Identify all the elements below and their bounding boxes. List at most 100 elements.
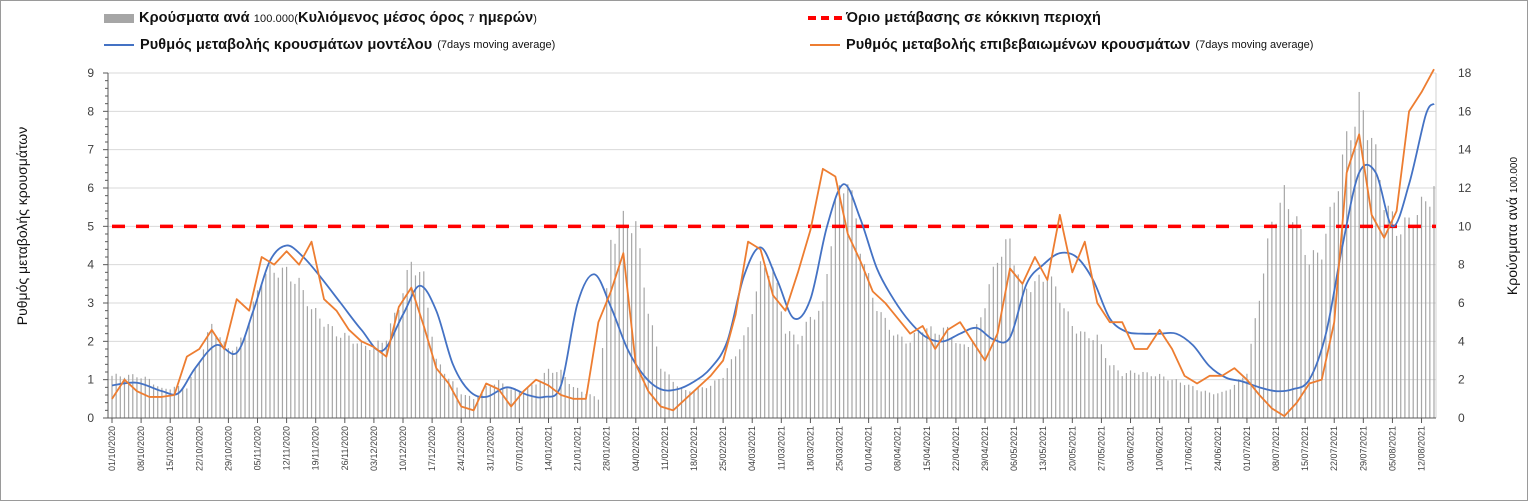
bar	[1109, 365, 1111, 418]
bar	[1038, 274, 1040, 418]
x-tick-label: 19/11/2020	[311, 426, 321, 470]
legend-item-model: Ρυθμός μεταβολής κρουσμάτων μοντέλου (7d…	[104, 37, 555, 53]
bar	[485, 386, 487, 418]
bar	[115, 373, 117, 418]
bar	[539, 380, 541, 418]
bar	[897, 334, 899, 418]
bar	[934, 333, 936, 418]
bar	[980, 317, 982, 418]
bar	[1287, 209, 1290, 418]
bar	[1129, 370, 1132, 418]
bar	[884, 317, 886, 418]
bar	[1412, 226, 1414, 418]
x-tick-label: 20/05/2021	[1067, 426, 1077, 471]
bar	[776, 282, 778, 418]
bar	[1055, 286, 1057, 418]
bar	[876, 311, 878, 418]
bar	[747, 327, 749, 418]
bar	[1121, 376, 1123, 418]
y-right-tick-label: 10	[1458, 219, 1472, 233]
y-left-tick-label: 6	[87, 181, 94, 195]
bar	[468, 395, 471, 418]
x-tick-label: 18/03/2021	[805, 426, 815, 471]
bar	[1400, 234, 1402, 418]
y-right-tick-label: 16	[1458, 104, 1472, 118]
bar	[1433, 186, 1435, 418]
bar	[826, 274, 828, 418]
bar	[1404, 217, 1406, 418]
bar	[1175, 379, 1177, 418]
bar	[947, 326, 949, 418]
x-tick-label: 03/06/2021	[1126, 426, 1136, 471]
bar	[797, 344, 799, 418]
legend-bars-paren: (	[294, 13, 299, 25]
y-right-tick-label: 18	[1458, 66, 1472, 80]
bar	[847, 184, 849, 418]
bar	[768, 275, 770, 418]
legend-bars-days: 7	[468, 13, 475, 25]
bar	[535, 384, 537, 418]
bar	[1312, 250, 1315, 418]
bar	[1071, 326, 1073, 418]
bar	[784, 333, 787, 418]
legend-label-model-note: (7days moving average)	[437, 39, 556, 51]
bar	[298, 277, 300, 418]
bar	[606, 288, 608, 418]
bar	[1420, 196, 1423, 418]
bar	[431, 336, 433, 418]
bar	[1233, 384, 1236, 418]
bar	[705, 388, 708, 418]
bar	[498, 380, 500, 418]
x-tick-label: 08/07/2021	[1271, 426, 1281, 471]
x-tick-label: 05/08/2021	[1387, 426, 1397, 471]
bar	[963, 344, 965, 418]
bar	[1371, 137, 1373, 418]
bar	[198, 363, 200, 418]
bar	[1138, 374, 1140, 418]
bar	[1416, 215, 1418, 418]
bar	[319, 318, 321, 418]
bar	[1425, 201, 1427, 418]
bar	[838, 185, 841, 418]
bar	[1383, 210, 1385, 418]
bar	[672, 381, 674, 418]
bar	[1154, 376, 1157, 418]
bar	[780, 311, 782, 418]
bar	[651, 325, 654, 418]
x-tick-label: 26/11/2020	[340, 426, 350, 470]
bar	[626, 225, 629, 418]
bar	[1021, 283, 1024, 418]
bar	[1030, 292, 1032, 418]
x-tick-label: 22/04/2021	[951, 426, 961, 471]
bar	[1188, 384, 1190, 418]
bar	[1063, 308, 1065, 418]
bar	[381, 342, 383, 418]
bar	[942, 327, 945, 418]
bar	[356, 343, 358, 418]
bar	[414, 275, 417, 418]
bar	[701, 387, 703, 418]
bar	[514, 388, 516, 418]
bar	[186, 388, 188, 418]
bar	[231, 350, 234, 418]
bar	[572, 387, 575, 418]
bar	[547, 368, 550, 418]
bar	[726, 368, 728, 418]
bar	[693, 390, 695, 418]
legend-label-bars: Κρούσματα ανά 100.000(Κυλιόμενος μέσος ό…	[139, 10, 537, 26]
bar	[165, 388, 167, 418]
bar	[984, 308, 986, 418]
bar	[136, 377, 138, 418]
x-tick-label: 28/01/2021	[602, 426, 612, 471]
bar	[373, 346, 375, 418]
bar	[863, 264, 866, 418]
bar	[1059, 302, 1061, 418]
bar	[1113, 365, 1115, 418]
x-tick-label: 31/12/2020	[485, 426, 495, 471]
bar	[1350, 140, 1352, 418]
bar	[327, 324, 329, 418]
bar	[406, 269, 408, 418]
bar	[252, 301, 254, 418]
bar	[352, 343, 354, 418]
bar	[689, 391, 691, 418]
